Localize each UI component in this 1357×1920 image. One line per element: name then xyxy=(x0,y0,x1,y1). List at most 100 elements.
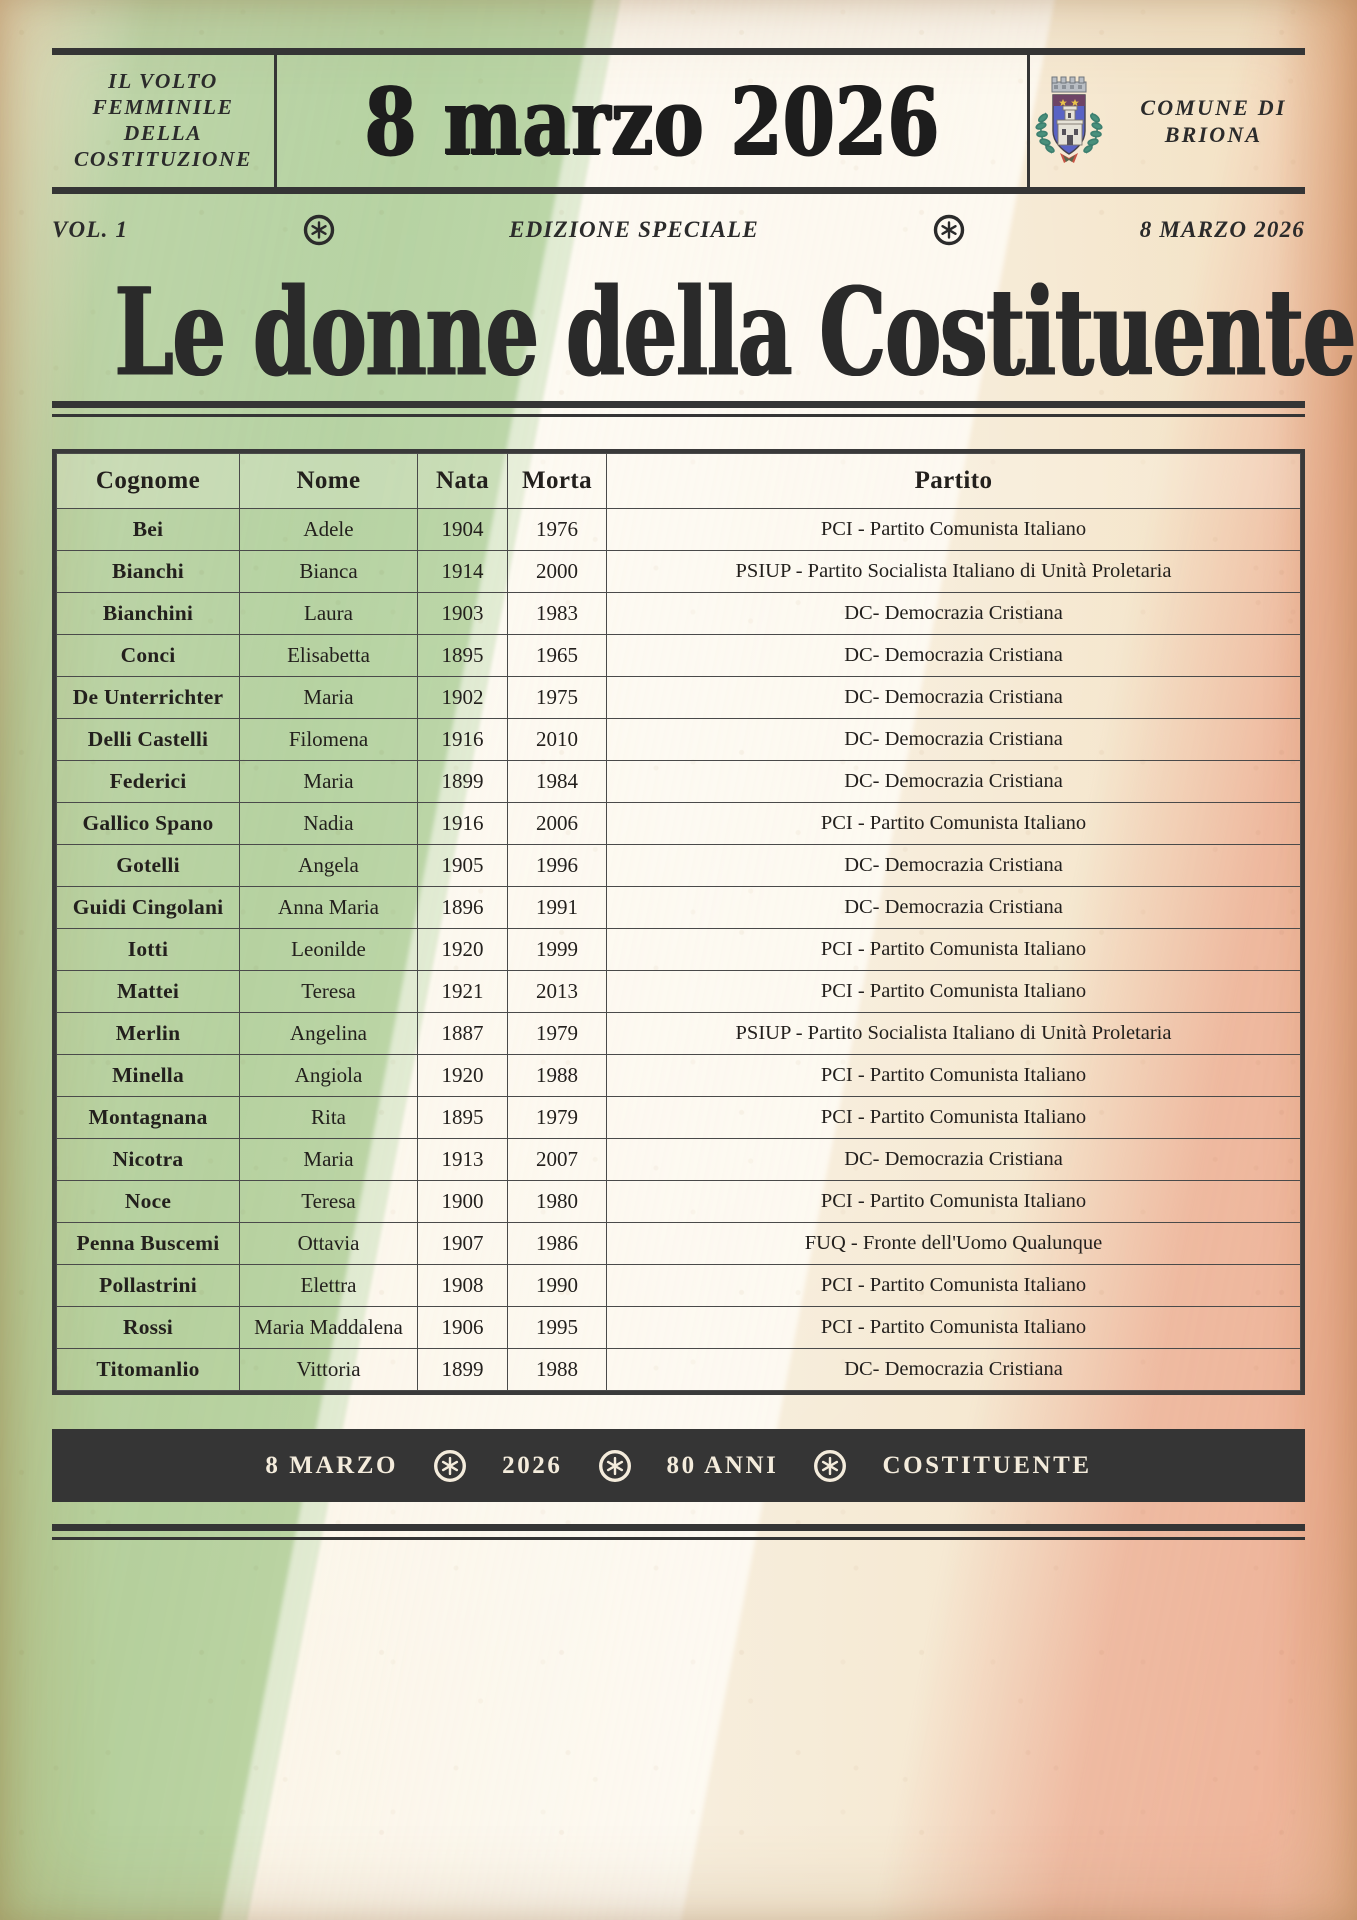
cell-partito: PCI - Partito Comunista Italiano xyxy=(606,1054,1301,1097)
cell-nata: 1908 xyxy=(417,1264,508,1307)
cell-partito: DC- Democrazia Cristiana xyxy=(606,634,1301,677)
cell-nome: Anna Maria xyxy=(239,886,418,929)
cell-nome: Teresa xyxy=(239,970,418,1013)
cell-partito: DC- Democrazia Cristiana xyxy=(606,676,1301,719)
table-row: Conci Elisabetta 1895 1965 DC- Democrazia Cr… xyxy=(56,634,1301,677)
cell-morta: 1995 xyxy=(507,1306,607,1349)
table-body: Bei Adele 1904 1976 PCI - Partito Comunista … xyxy=(56,508,1301,1391)
table-row: Federici Maria 1899 1984 DC- Democrazia Cris… xyxy=(56,760,1301,803)
cell-nome: Adele xyxy=(239,508,418,551)
table-row: Gallico Spano Nadia 1916 2006 PCI - Partito … xyxy=(56,802,1301,845)
cell-nome: Elisabetta xyxy=(239,634,418,677)
cell-nata: 1920 xyxy=(417,1054,508,1097)
table-row: Delli Castelli Filomena 1916 2010 DC- Democr… xyxy=(56,718,1301,761)
cell-morta: 2010 xyxy=(507,718,607,761)
cell-nata: 1895 xyxy=(417,634,508,677)
cell-nome: Vittoria xyxy=(239,1348,418,1391)
cell-morta: 1979 xyxy=(507,1096,607,1139)
column-header-nome: Nome xyxy=(239,453,418,509)
cell-nome: Maria Maddalena xyxy=(239,1306,418,1349)
cell-nome: Ottavia xyxy=(239,1222,418,1265)
cell-cognome: Conci xyxy=(56,634,240,677)
cell-nome: Leonilde xyxy=(239,928,418,971)
cell-partito: DC- Democrazia Cristiana xyxy=(606,1138,1301,1181)
cell-nome: Filomena xyxy=(239,718,418,761)
cell-nata: 1900 xyxy=(417,1180,508,1223)
cell-cognome: Mattei xyxy=(56,970,240,1013)
cell-nome: Maria xyxy=(239,1138,418,1181)
cell-cognome: Merlin xyxy=(56,1012,240,1055)
briona-coat-of-arms-icon xyxy=(1035,76,1103,163)
cell-cognome: Bei xyxy=(56,508,240,551)
cell-cognome: Iotti xyxy=(56,928,240,971)
cell-nome: Elettra xyxy=(239,1264,418,1307)
cell-nome: Rita xyxy=(239,1096,418,1139)
cell-partito: PCI - Partito Comunista Italiano xyxy=(606,508,1301,551)
cell-nata: 1905 xyxy=(417,844,508,887)
cell-partito: PCI - Partito Comunista Italiano xyxy=(606,1306,1301,1349)
subheader-volume: VOL. 1 xyxy=(52,217,129,242)
cell-nata: 1896 xyxy=(417,886,508,929)
cell-nome: Nadia xyxy=(239,802,418,845)
table-row: Minella Angiola 1920 1988 PCI - Partito Comu… xyxy=(56,1054,1301,1097)
cell-cognome: Pollastrini xyxy=(56,1264,240,1307)
cell-partito: DC- Democrazia Cristiana xyxy=(606,592,1301,635)
cell-cognome: Montagnana xyxy=(56,1096,240,1139)
cell-partito: PCI - Partito Comunista Italiano xyxy=(606,1096,1301,1139)
cell-nata: 1907 xyxy=(417,1222,508,1265)
rule-thin xyxy=(52,1537,1305,1540)
cell-partito: PCI - Partito Comunista Italiano xyxy=(606,802,1301,845)
table-row: Gotelli Angela 1905 1996 DC- Democrazia Cris… xyxy=(56,844,1301,887)
cell-partito: FUQ - Fronte dell'Uomo Qualunque xyxy=(606,1222,1301,1265)
table-row: Iotti Leonilde 1920 1999 PCI - Partito Comun… xyxy=(56,928,1301,971)
cell-nome: Bianca xyxy=(239,550,418,593)
page-title: Le donne della Costituente xyxy=(114,261,1357,404)
cell-nata: 1902 xyxy=(417,676,508,719)
masthead-municipality-cell: COMUNE DI BRIONA xyxy=(1027,55,1305,187)
cell-cognome: Gallico Spano xyxy=(56,802,240,845)
cell-cognome: Gotelli xyxy=(56,844,240,887)
cell-nata: 1904 xyxy=(417,508,508,551)
circled-asterisk-icon xyxy=(434,1449,467,1482)
cell-nata: 1920 xyxy=(417,928,508,971)
cell-partito: DC- Democrazia Cristiana xyxy=(606,844,1301,887)
cell-morta: 1980 xyxy=(507,1180,607,1223)
column-header-nata: Nata xyxy=(417,453,508,509)
masthead-title: 8 marzo 2026 xyxy=(364,66,940,176)
cell-morta: 1996 xyxy=(507,844,607,887)
masthead-title-cell: 8 marzo 2026 xyxy=(277,55,1027,187)
cell-nome: Teresa xyxy=(239,1180,418,1223)
cell-cognome: Noce xyxy=(56,1180,240,1223)
cell-morta: 1988 xyxy=(507,1054,607,1097)
table-row: Pollastrini Elettra 1908 1990 PCI - Partito … xyxy=(56,1264,1301,1307)
footer-item-assembly: COSTITUENTE xyxy=(882,1451,1092,1479)
table-row: Titomanlio Vittoria 1899 1988 DC- Democrazia… xyxy=(56,1348,1301,1391)
cell-morta: 2000 xyxy=(507,550,607,593)
cell-cognome: Minella xyxy=(56,1054,240,1097)
cell-partito: DC- Democrazia Cristiana xyxy=(606,718,1301,761)
cell-morta: 2007 xyxy=(507,1138,607,1181)
cell-cognome: Bianchini xyxy=(56,592,240,635)
subheader-bar: VOL. 1 EDIZIONE SPECIALE 8 MARZO 2026 xyxy=(52,202,1305,258)
circled-asterisk-icon xyxy=(598,1449,631,1482)
headline-rules xyxy=(52,401,1305,417)
footer-rules xyxy=(52,1524,1305,1540)
cell-nome: Angelina xyxy=(239,1012,418,1055)
cell-morta: 1984 xyxy=(507,760,607,803)
cell-cognome: Rossi xyxy=(56,1306,240,1349)
table-header-row: Cognome Nome Nata Morta Partito xyxy=(56,453,1301,509)
table-row: Nicotra Maria 1913 2007 DC- Democrazia Crist… xyxy=(56,1138,1301,1181)
masthead-kicker: IL VOLTO FEMMINILE DELLA COSTITUZIONE xyxy=(73,69,253,171)
cell-morta: 1988 xyxy=(507,1348,607,1391)
cell-nata: 1906 xyxy=(417,1306,508,1349)
circled-asterisk-icon xyxy=(814,1449,847,1482)
rule-thin xyxy=(52,414,1305,417)
cell-partito: PCI - Partito Comunista Italiano xyxy=(606,1180,1301,1223)
table-row: Bianchi Bianca 1914 2000 PSIUP - Partito Soc… xyxy=(56,550,1301,593)
cell-nome: Maria xyxy=(239,760,418,803)
table-row: Noce Teresa 1900 1980 PCI - Partito Comunist… xyxy=(56,1180,1301,1223)
subheader-date: 8 MARZO 2026 xyxy=(1139,217,1305,242)
cell-morta: 1986 xyxy=(507,1222,607,1265)
cell-cognome: De Unterrichter xyxy=(56,676,240,719)
cell-cognome: Penna Buscemi xyxy=(56,1222,240,1265)
